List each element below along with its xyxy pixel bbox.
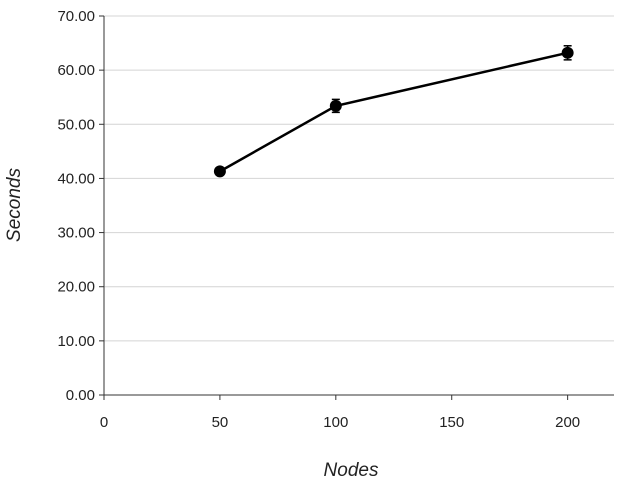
y-tick-label: 20.00 <box>57 279 95 296</box>
y-tick-label: 60.00 <box>57 62 95 79</box>
y-tick-label: 40.00 <box>57 170 95 187</box>
data-point <box>213 165 226 178</box>
data-point <box>561 46 574 59</box>
y-axis-title: Seconds <box>4 168 25 242</box>
x-tick-label: 100 <box>323 414 348 431</box>
x-tick-label: 150 <box>439 414 464 431</box>
series <box>213 45 574 178</box>
axes <box>99 15 614 400</box>
gridlines <box>104 15 614 342</box>
y-tick-label: 0.00 <box>66 387 95 404</box>
data-point <box>329 99 342 112</box>
x-tick-label: 200 <box>555 414 580 431</box>
tick-labels: 0.00 10.00 20.00 30.00 40.00 50.00 60.00 70.00 0… <box>57 8 580 431</box>
x-axis-title: Nodes <box>324 460 379 481</box>
y-tick-label: 50.00 <box>57 116 95 133</box>
y-tick-label: 30.00 <box>57 225 95 242</box>
x-tick-label: 0 <box>100 414 108 431</box>
y-tick-label: 10.00 <box>57 333 95 350</box>
y-tick-label: 70.00 <box>57 8 95 25</box>
x-tick-label: 50 <box>212 414 229 431</box>
